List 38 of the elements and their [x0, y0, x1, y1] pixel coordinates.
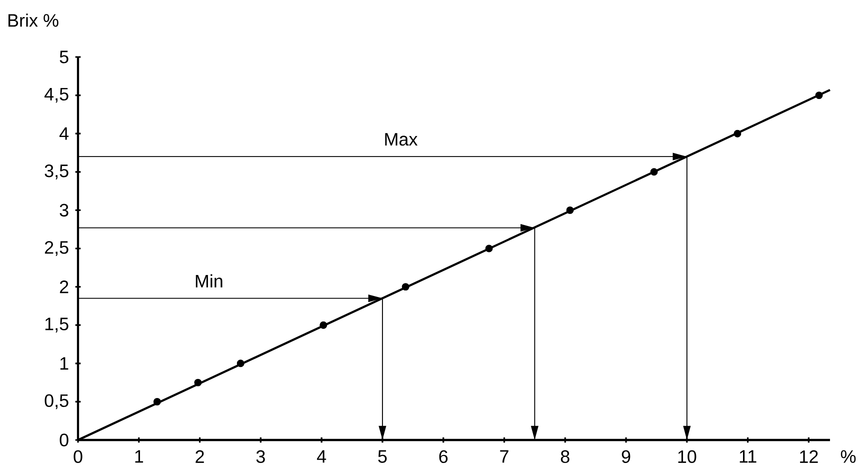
y-tick-label: 2,5: [44, 241, 68, 256]
annotation: Min: [196, 274, 222, 288]
x-tick-label: 8: [560, 450, 570, 463]
point: [236, 360, 244, 368]
x-tick-label: 10: [678, 450, 696, 463]
x-tick-label: 4: [316, 450, 326, 463]
y-tick-label: 4: [59, 127, 69, 140]
x-tick-label: 9: [622, 450, 630, 463]
y-axis-title: Brix %: [8, 14, 58, 27]
point: [402, 283, 410, 291]
y-tick-label: 5: [60, 50, 68, 64]
y-tick-label: 3: [60, 204, 68, 217]
point: [485, 244, 493, 252]
x-tick-label: 5: [378, 450, 387, 463]
y-tick-label: 0: [60, 434, 68, 446]
point: [650, 168, 658, 176]
point: [320, 321, 328, 329]
x-tick-label: 7: [500, 450, 508, 463]
x-tick-label: 11: [740, 450, 756, 463]
x-tick-label: 6: [439, 450, 448, 463]
point: [153, 398, 161, 406]
y-tick-label: 2: [60, 280, 68, 294]
y-tick-label: 0,5: [44, 394, 68, 410]
x-tick-label: 1: [135, 450, 144, 463]
x-tick-label: 2: [196, 450, 204, 463]
x-tick-label: 3: [256, 450, 265, 463]
y-tick-label: 1: [60, 357, 68, 370]
x-tick-label: 0: [74, 450, 82, 463]
y-tick-label: 1,5: [45, 318, 68, 332]
x-axis-title: %: [840, 450, 856, 463]
annotation: Max: [385, 133, 418, 146]
point: [194, 378, 202, 386]
point: [815, 92, 823, 100]
point: [734, 130, 742, 138]
x-tick-label: 12: [800, 450, 818, 463]
point: [566, 206, 574, 214]
y-tick-label: 4,5: [44, 88, 68, 103]
y-tick-label: 3,5: [44, 164, 68, 180]
